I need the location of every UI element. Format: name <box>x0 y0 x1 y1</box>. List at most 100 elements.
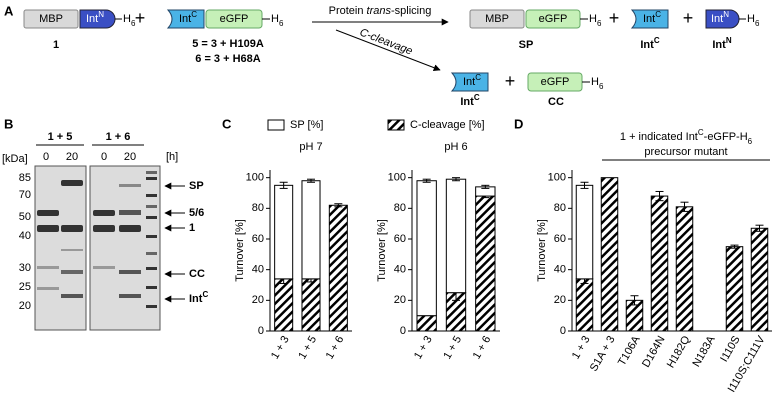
lane-group-label: 1 + 5 <box>48 131 73 143</box>
band <box>146 177 157 180</box>
x-tick-label: 1 + 3 <box>412 334 435 361</box>
arrow-label: Protein trans-splicing <box>329 5 432 17</box>
tag-label: H6 <box>271 13 284 28</box>
x-tick-label: 1 + 3 <box>570 334 593 361</box>
band <box>146 171 157 174</box>
error-bar <box>680 201 689 212</box>
intc-domain <box>630 9 669 29</box>
bar <box>328 204 348 332</box>
text-part: -splicing <box>391 5 431 17</box>
band <box>119 210 141 215</box>
band-label: CC <box>189 268 205 280</box>
band-label: SP <box>189 180 204 192</box>
plus: + <box>683 8 694 28</box>
text-part: 6 <box>599 82 604 91</box>
y-tick-label: 40 <box>394 264 406 276</box>
error-bar <box>307 178 315 183</box>
x-tick-label: T106A <box>616 333 643 368</box>
text-part: C <box>654 36 660 45</box>
text-part: N <box>98 10 104 19</box>
x-tick-label: 1 + 5 <box>296 334 319 361</box>
text-part: Int <box>463 76 475 88</box>
bar <box>575 184 594 280</box>
tag-label: H6 <box>123 13 136 28</box>
text-part: 6 <box>279 19 284 28</box>
chart-title: pH 7 <box>299 141 322 153</box>
gel <box>34 165 87 331</box>
band <box>119 294 141 298</box>
error-bar <box>730 244 739 249</box>
text-part: C <box>474 93 480 102</box>
lane-group-label: 1 + 6 <box>106 131 131 143</box>
band <box>146 216 157 219</box>
band <box>146 286 157 289</box>
y-tick-label: 100 <box>246 172 264 184</box>
x-tick-label: D164N <box>640 334 668 370</box>
y-tick-label: 60 <box>394 233 406 245</box>
text-part: Int <box>86 13 98 25</box>
band <box>61 180 83 186</box>
compound-label: 1 <box>53 39 59 51</box>
bar <box>600 177 619 332</box>
text-part: Int <box>712 39 726 51</box>
text-part: H <box>747 13 755 25</box>
error-bar <box>580 181 589 189</box>
band <box>119 184 141 187</box>
x-tick-label: 1 + 6 <box>471 334 494 361</box>
domain-label: IntC <box>463 73 481 88</box>
domain-label: MBP <box>39 13 63 25</box>
domain-label: IntN <box>86 10 104 25</box>
band <box>61 294 83 298</box>
time-label: 0 <box>101 151 107 163</box>
error-bar <box>755 224 764 232</box>
y-tick-label: 60 <box>554 233 566 245</box>
panel-label: A <box>4 3 14 18</box>
tag-label: H6 <box>591 76 604 91</box>
product-label: IntC <box>640 36 659 51</box>
unit-label: [kDa] <box>2 153 28 165</box>
intc-domain <box>450 72 489 92</box>
unit-label: [h] <box>166 151 178 163</box>
text-part: C <box>698 128 704 137</box>
text-part: trans <box>367 5 392 17</box>
band <box>37 225 59 232</box>
definition: 6 = 3 + H68A <box>195 53 260 65</box>
band <box>61 249 83 251</box>
band-label: 5/6 <box>189 207 204 219</box>
text-part: C <box>475 73 481 82</box>
gel-bands <box>37 171 157 308</box>
band <box>146 235 157 238</box>
intn-domain <box>79 9 116 29</box>
error-bar <box>481 184 490 189</box>
bar <box>725 246 744 332</box>
intc-domain <box>166 9 205 29</box>
band <box>146 267 157 270</box>
legend-swatch <box>267 119 285 131</box>
bar <box>416 180 437 317</box>
marker-label: 30 <box>19 262 31 274</box>
band <box>93 210 115 216</box>
marker-label: 20 <box>19 300 31 312</box>
y-tick-label: 0 <box>258 325 264 337</box>
text-part: C <box>202 290 208 299</box>
y-tick-label: 20 <box>394 294 406 306</box>
bar <box>416 315 437 332</box>
domain-label: eGFP <box>220 13 249 25</box>
band <box>93 225 115 232</box>
text-part: -eGFP-H <box>704 131 748 143</box>
bar <box>750 227 769 332</box>
text-part: 6 <box>748 137 753 146</box>
band <box>37 266 59 269</box>
band <box>146 194 157 197</box>
band-label: 1 <box>189 222 195 234</box>
text-part: 6 <box>755 19 760 28</box>
band <box>119 225 141 232</box>
domain-label: MBP <box>485 13 509 25</box>
bar <box>475 195 496 332</box>
x-tick-label: 1 + 6 <box>324 334 347 361</box>
error-bar <box>630 295 639 306</box>
text-part: Int <box>643 13 655 25</box>
bar <box>301 180 321 280</box>
text-part: Int <box>640 39 654 51</box>
